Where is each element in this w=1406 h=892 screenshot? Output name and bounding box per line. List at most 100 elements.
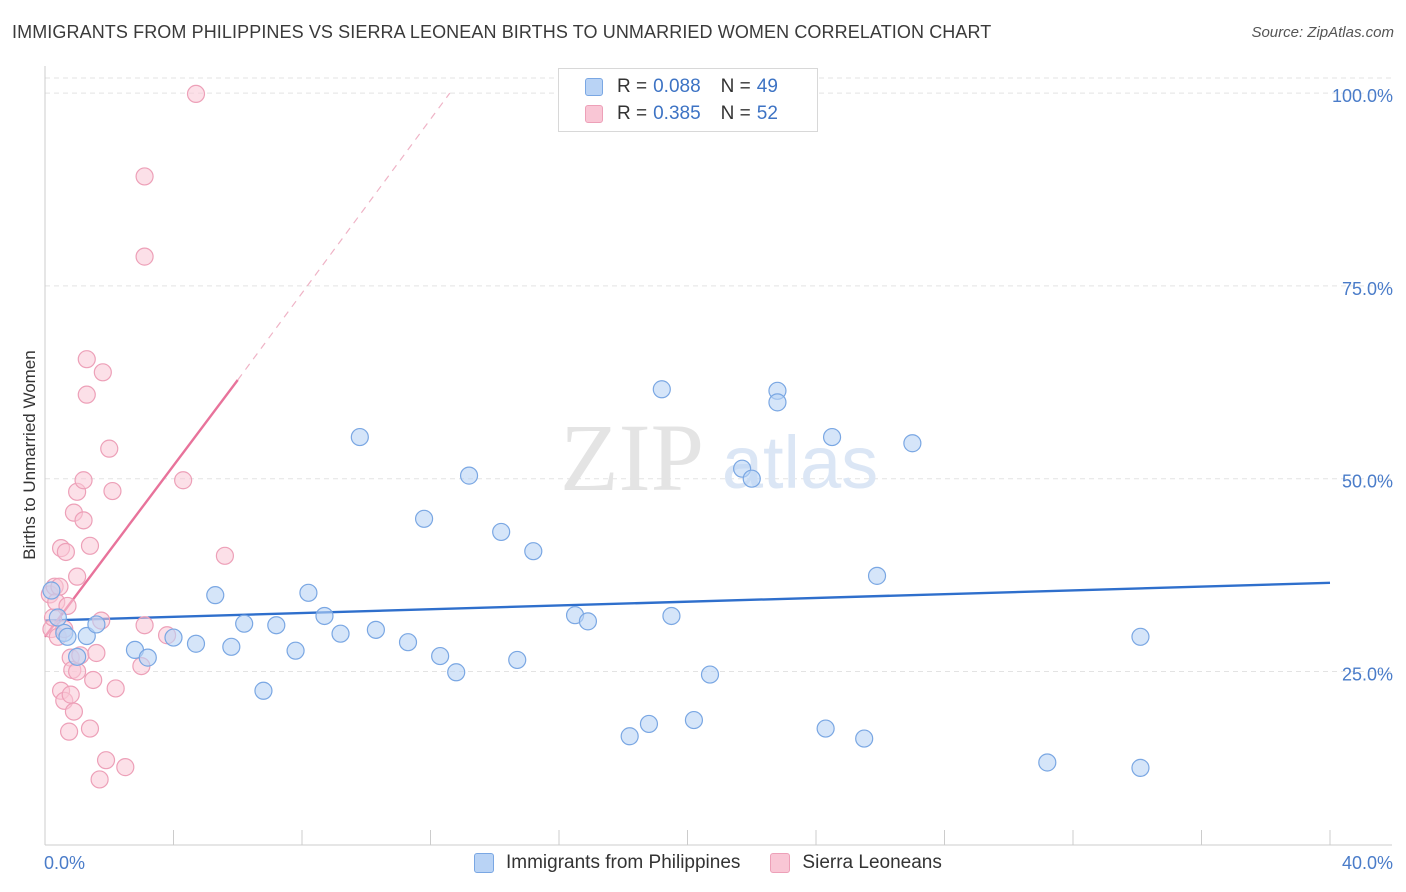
point-philippines xyxy=(42,581,61,600)
point-sierra-leoneans xyxy=(103,481,122,501)
point-philippines xyxy=(508,650,527,670)
point-philippines xyxy=(164,628,183,647)
point-sierra-leoneans xyxy=(61,685,80,704)
legend-n-label: N = xyxy=(720,103,751,124)
point-philippines xyxy=(254,681,273,700)
point-philippines xyxy=(58,627,77,646)
x-tick-label: 0.0% xyxy=(44,853,85,873)
point-philippines xyxy=(867,566,887,585)
point-philippines xyxy=(222,637,241,656)
point-sierra-leoneans xyxy=(77,350,96,369)
legend-swatch-philippines xyxy=(585,78,603,96)
point-sierra-leoneans xyxy=(174,471,193,490)
point-philippines xyxy=(492,522,511,542)
point-philippines xyxy=(299,583,318,602)
legend-r-label: R = xyxy=(617,103,648,124)
y-tick-label: 25.0% xyxy=(1342,664,1393,684)
point-philippines xyxy=(186,634,206,653)
point-philippines xyxy=(639,714,659,734)
legend-label-philippines: Immigrants from Philippines xyxy=(506,852,741,873)
point-sierra-leoneans xyxy=(68,567,87,586)
y-axis-label: Births to Unmarried Women xyxy=(20,350,39,559)
sierra-leoneans-points xyxy=(40,84,234,789)
trend-line-sierra xyxy=(44,379,239,638)
point-sierra-leoneans xyxy=(64,702,84,721)
correlation-legend: R = 0.088 N = 49 R = 0.385 N = 52 xyxy=(558,68,818,132)
point-philippines xyxy=(366,620,385,639)
axes xyxy=(44,66,1392,846)
legend-n-label: N = xyxy=(720,76,751,97)
point-sierra-leoneans xyxy=(74,471,93,490)
trend-line-sierra-extension xyxy=(237,92,451,381)
point-philippines xyxy=(267,616,286,635)
point-philippines xyxy=(206,586,225,605)
point-philippines xyxy=(48,608,67,627)
point-philippines xyxy=(620,727,639,746)
legend-row-sierra: R = 0.385 N = 52 xyxy=(585,102,778,126)
point-philippines xyxy=(855,729,874,748)
point-sierra-leoneans xyxy=(96,751,116,770)
trend-lines xyxy=(44,92,1331,638)
legend-label-sierra: Sierra Leoneans xyxy=(802,852,942,873)
y-tick-label: 75.0% xyxy=(1342,279,1393,299)
point-philippines xyxy=(447,663,466,682)
chart-title: IMMIGRANTS FROM PHILIPPINES VS SIERRA LE… xyxy=(12,22,992,42)
point-sierra-leoneans xyxy=(74,511,93,530)
tick-labels: 25.0% 50.0% 75.0% 100.0% 0.0% 40.0% xyxy=(44,86,1393,873)
point-sierra-leoneans xyxy=(186,84,206,104)
legend-swatch-philippines xyxy=(474,853,494,873)
point-philippines xyxy=(235,614,254,633)
point-philippines xyxy=(684,710,704,730)
point-philippines xyxy=(652,380,671,399)
point-philippines xyxy=(138,648,157,667)
source-label: Source: ZipAtlas.com xyxy=(1251,24,1394,41)
point-philippines xyxy=(1131,758,1150,777)
point-philippines xyxy=(662,606,681,626)
legend-r-value: 0.385 xyxy=(653,103,701,124)
trend-line-philippines xyxy=(44,581,1331,622)
point-sierra-leoneans xyxy=(80,536,100,555)
philippines-points xyxy=(42,380,1150,777)
point-sierra-leoneans xyxy=(100,439,119,458)
point-philippines xyxy=(459,466,479,485)
legend-n-value: 52 xyxy=(756,103,778,124)
point-philippines xyxy=(768,393,787,412)
point-philippines xyxy=(350,427,369,447)
y-tick-label: 50.0% xyxy=(1342,472,1393,492)
point-philippines xyxy=(700,665,720,684)
legend-r-label: R = xyxy=(617,76,648,97)
point-philippines xyxy=(87,615,106,634)
point-philippines xyxy=(524,542,543,561)
legend-item-philippines: Immigrants from Philippines xyxy=(474,852,740,874)
legend-row-philippines: R = 0.088 N = 49 xyxy=(585,75,778,99)
y-tick-label: 100.0% xyxy=(1332,86,1393,106)
point-philippines xyxy=(315,606,334,626)
legend-item-sierra: Sierra Leoneans xyxy=(770,852,942,874)
point-philippines xyxy=(68,647,87,666)
point-sierra-leoneans xyxy=(56,542,75,562)
point-sierra-leoneans xyxy=(80,719,100,738)
series-legend: Immigrants from Philippines Sierra Leone… xyxy=(474,852,972,874)
point-philippines xyxy=(1131,627,1150,646)
point-philippines xyxy=(816,719,835,738)
point-sierra-leoneans xyxy=(90,770,109,789)
legend-n-value: 49 xyxy=(756,76,778,97)
point-philippines xyxy=(414,509,434,528)
point-sierra-leoneans xyxy=(106,679,125,698)
point-philippines xyxy=(578,612,598,631)
point-sierra-leoneans xyxy=(135,247,154,266)
point-philippines xyxy=(903,434,922,453)
point-philippines xyxy=(286,641,305,660)
point-sierra-leoneans xyxy=(59,722,79,741)
point-sierra-leoneans xyxy=(135,616,154,635)
point-philippines xyxy=(431,646,450,666)
point-philippines xyxy=(822,427,842,447)
grid-lines xyxy=(45,77,1392,672)
point-sierra-leoneans xyxy=(116,758,135,777)
x-tick-label: 40.0% xyxy=(1342,853,1393,873)
point-sierra-leoneans xyxy=(84,670,103,690)
point-sierra-leoneans xyxy=(93,363,112,382)
legend-swatch-sierra xyxy=(585,105,603,123)
point-sierra-leoneans xyxy=(77,385,96,404)
